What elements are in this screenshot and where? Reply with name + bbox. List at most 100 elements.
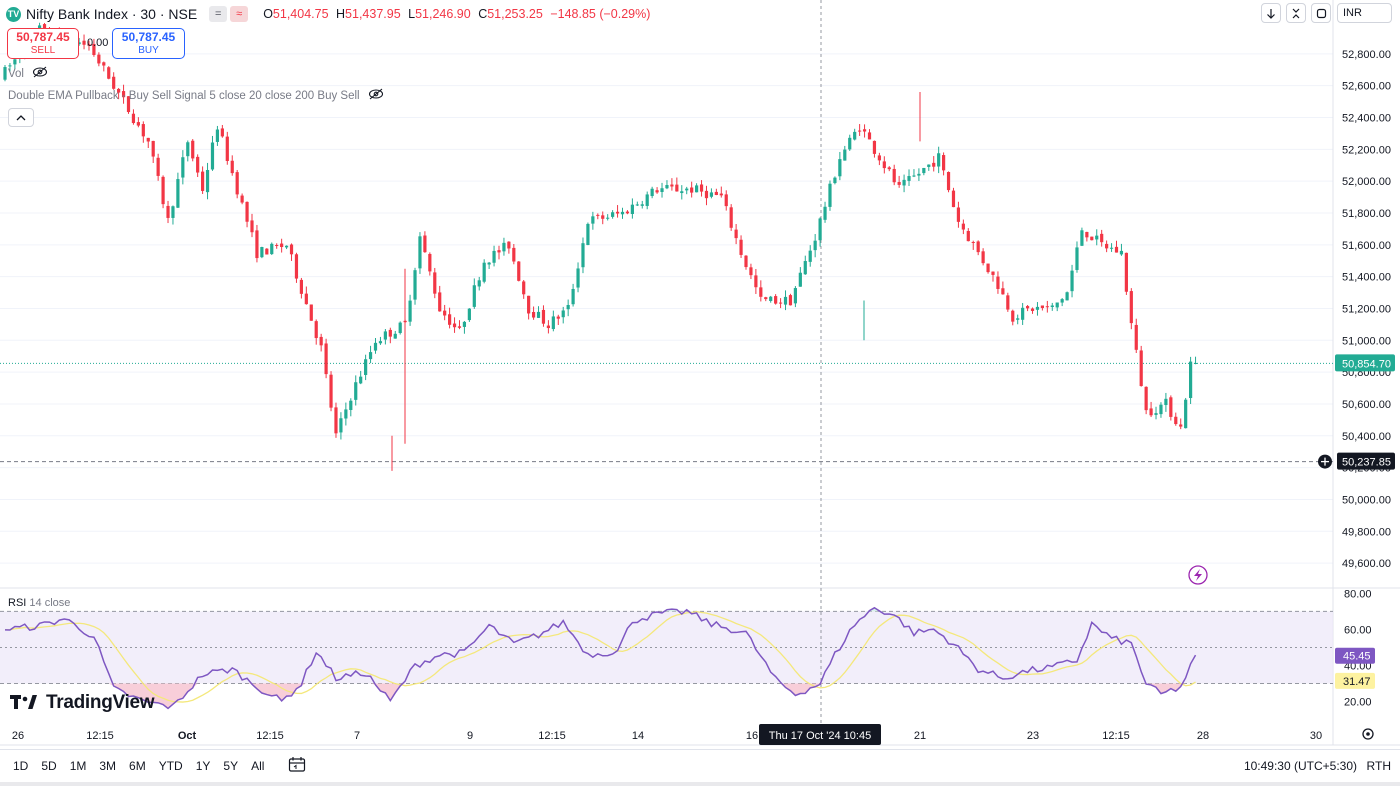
candle-down [556, 316, 560, 319]
eye-hidden-icon[interactable] [368, 88, 384, 103]
candle-up [1109, 247, 1114, 249]
candle-up [344, 409, 348, 419]
candle-up [833, 177, 837, 184]
candle-down [1144, 386, 1148, 411]
cursor-price-tag [1337, 452, 1395, 470]
buy-button[interactable]: 50,787.45 BUY [112, 28, 185, 59]
candle-up [398, 322, 402, 334]
tradingview-wordmark: TradingView [46, 692, 155, 713]
candle-up [1164, 398, 1168, 406]
candle-up [853, 131, 857, 140]
currency-selector[interactable]: INR [1337, 3, 1392, 23]
ohlc-close-key: C [478, 7, 488, 21]
candle-down [433, 272, 437, 294]
calendar-range-icon[interactable] [288, 756, 306, 776]
candle-down [729, 207, 733, 228]
candle-down [946, 172, 951, 191]
download-button[interactable] [1261, 3, 1281, 23]
candle-up [813, 240, 817, 251]
session-toggle[interactable]: RTH [1366, 759, 1391, 773]
candle-down [1001, 288, 1005, 295]
candle-down [1105, 243, 1109, 249]
candle-up [680, 191, 684, 194]
candle-down [897, 182, 901, 185]
candle-down [1134, 324, 1138, 350]
chevron-up-icon [16, 115, 26, 121]
candle-up [477, 280, 481, 287]
candle-up [1154, 413, 1158, 415]
rsi-legend[interactable]: RSI 14 close [8, 597, 70, 609]
ohlc-open-value: 51,404.75 [272, 7, 329, 21]
candle-up [3, 67, 7, 80]
time-axis-label: 23 [1027, 730, 1039, 742]
candle-up [907, 176, 911, 181]
restore-pane-button[interactable] [1311, 3, 1331, 23]
candle-down [527, 295, 531, 314]
candle-down [996, 276, 1000, 289]
range-5d-button[interactable]: 5D [41, 759, 57, 773]
range-5y-button[interactable]: 5Y [223, 759, 239, 773]
timezone-clock[interactable]: 10:49:30 (UTC+5:30) [1243, 759, 1357, 773]
candle-down [156, 157, 160, 176]
equals-icon[interactable]: = [209, 6, 228, 22]
candle-down [892, 168, 896, 183]
candle-down [280, 243, 284, 248]
candle-up [685, 188, 689, 191]
range-1m-button[interactable]: 1M [69, 759, 87, 773]
price-axis-label: 51,000.00 [1342, 335, 1391, 347]
vol-indicator-legend[interactable]: Vol [8, 66, 48, 81]
collapse-pane-button[interactable] [1286, 3, 1306, 23]
candle-down [858, 130, 862, 132]
candle-up [408, 300, 412, 322]
candle-down [882, 161, 886, 169]
candle-up [665, 185, 669, 189]
candle-up [576, 268, 580, 288]
approx-icon[interactable]: ≈ [230, 6, 249, 22]
rsi-line [4, 606, 1197, 710]
candle-up [798, 272, 802, 287]
candle-up [937, 153, 941, 167]
range-6m-button[interactable]: 6M [129, 759, 146, 773]
candle-up [205, 169, 210, 193]
candle-down [299, 279, 303, 294]
candle-up [418, 236, 422, 269]
candle-down [1090, 236, 1094, 241]
candle-down [201, 171, 205, 191]
symbol-title[interactable]: Nifty Bank Index · 30 · NSE [26, 6, 198, 22]
candle-down [166, 205, 170, 218]
symbol-logo-icon[interactable]: TV [6, 6, 21, 22]
candle-down [388, 329, 392, 337]
candle-up [1189, 361, 1193, 399]
range-3m-button[interactable]: 3M [99, 759, 117, 773]
candle-up [823, 206, 827, 220]
collapse-legend-button[interactable] [8, 108, 34, 127]
candle-down [778, 302, 783, 304]
candle-down [131, 113, 136, 124]
candle-down [749, 267, 753, 276]
candle-down [289, 244, 294, 255]
candle-down [497, 250, 501, 253]
candle-down [309, 304, 313, 321]
candle-down [601, 215, 605, 219]
time-axis-label: 12:15 [1102, 730, 1130, 742]
candle-down [146, 137, 150, 142]
time-axis-label: 12:15 [538, 730, 566, 742]
sell-button[interactable]: 50,787.45 SELL [7, 28, 79, 59]
range-1d-button[interactable]: 1D [13, 759, 29, 773]
candle-up [902, 179, 906, 186]
last-price-label: 50,854.70 [1342, 358, 1391, 370]
range-ytd-button[interactable]: YTD [158, 759, 183, 773]
candle-up [462, 321, 467, 327]
tradingview-logo[interactable]: TradingView [10, 690, 155, 716]
range-1y-button[interactable]: 1Y [195, 759, 211, 773]
candle-up [1119, 250, 1124, 255]
candle-up [487, 262, 491, 265]
cursor-price-label: 50,237.85 [1342, 457, 1391, 469]
candle-down [690, 187, 694, 193]
strategy-indicator-legend[interactable]: Double EMA Pullback - Buy Sell Signal 5 … [8, 88, 384, 103]
ohlc-close-value: 51,253.25 [487, 7, 543, 21]
candle-down [126, 96, 131, 113]
eye-hidden-icon[interactable] [32, 66, 48, 81]
range-all-button[interactable]: All [251, 759, 265, 773]
